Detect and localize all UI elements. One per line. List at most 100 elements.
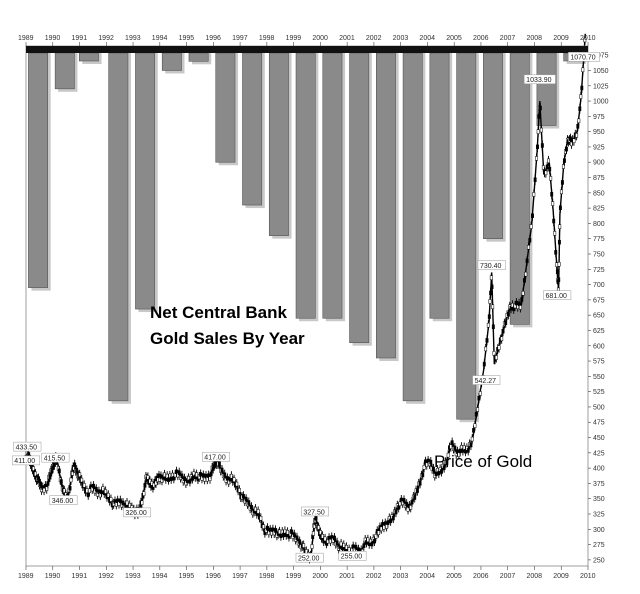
price-candle-body: [104, 489, 108, 494]
price-candle-body: [535, 156, 538, 161]
price-candle-body: [57, 468, 61, 474]
price-candle-body: [78, 472, 82, 477]
y-tick-label: 1000: [593, 99, 609, 106]
price-candle-body: [533, 177, 537, 182]
price-candle-body: [413, 495, 417, 500]
x-tick-label-top: 2003: [393, 35, 409, 42]
price-candle-body: [377, 530, 381, 535]
price-candle-body: [500, 336, 504, 342]
price-candle-body: [558, 205, 562, 210]
sales-bar: [188, 52, 209, 62]
y-tick-label: 950: [593, 129, 605, 136]
y-tick-label: 350: [593, 496, 605, 503]
y-tick-label: 825: [593, 206, 605, 213]
price-candle-body: [474, 412, 478, 417]
price-candle-body: [69, 477, 73, 483]
price-candle-body: [529, 224, 533, 229]
price-candle-body: [45, 486, 49, 491]
price-candle-body: [577, 118, 581, 124]
value-annotation: 415.50: [44, 455, 66, 462]
value-annotation-box: [301, 506, 329, 517]
x-tick-label-bottom: 2002: [366, 573, 382, 580]
x-tick-label-bottom: 1989: [18, 573, 34, 580]
y-tick-label: 575: [593, 359, 605, 366]
value-annotation: 730.40: [480, 263, 502, 270]
price-candle-body: [580, 85, 584, 91]
price-candle-body: [478, 391, 482, 396]
value-annotation-box: [123, 507, 152, 518]
x-tick-label-top: 1998: [259, 35, 275, 42]
value-annotation: 1070.70: [570, 55, 595, 62]
y-tick-label: 600: [593, 343, 605, 350]
x-tick-label-bottom: 1991: [72, 573, 88, 580]
y-tick-label: 275: [593, 542, 605, 549]
price-candle-body: [114, 502, 118, 507]
price-candle-body: [85, 488, 89, 493]
price-candle-body: [389, 518, 393, 524]
price-candle-body: [82, 483, 86, 488]
price-candle-body: [382, 525, 386, 530]
price-candle-body: [497, 345, 501, 350]
price-candle-body: [385, 524, 389, 529]
price-candle-body: [521, 291, 525, 296]
price-candle-body: [169, 476, 173, 482]
price-candle-body: [262, 524, 265, 529]
price-candle-body: [405, 501, 409, 507]
price-candle-body: [418, 481, 422, 486]
price-candle-body: [59, 479, 63, 484]
price-candle-body: [94, 487, 98, 492]
price-candle-body: [282, 532, 286, 538]
price-candle-body: [180, 473, 184, 479]
price-candle-body: [506, 312, 510, 317]
price-candle-body: [520, 297, 524, 302]
price-candle-body: [442, 465, 446, 470]
price-candle-body: [241, 494, 245, 499]
y-tick-label: 650: [593, 313, 605, 320]
price-candle-body: [366, 537, 370, 543]
price-candle-body: [256, 509, 260, 514]
x-tick-label-bottom: 1990: [45, 573, 61, 580]
price-candle-body: [449, 444, 453, 449]
price-candle-body: [446, 452, 450, 458]
price-candle-body: [279, 533, 283, 539]
value-annotation: 255.00: [341, 554, 363, 561]
price-candle-body: [558, 224, 562, 229]
price-candle-body: [510, 303, 514, 308]
price-candle-body: [490, 284, 494, 290]
price-candle-body: [373, 538, 377, 544]
price-candle-body: [374, 534, 378, 539]
price-candle-body: [217, 461, 221, 467]
price-candle-body: [188, 479, 192, 484]
y-tick-label: 1025: [593, 83, 609, 90]
y-tick-label: 925: [593, 144, 605, 151]
y-tick-label: 325: [593, 512, 605, 519]
price-candle-body: [469, 442, 473, 448]
y-tick-label: 975: [593, 114, 605, 121]
price-candle-body: [484, 346, 488, 352]
price-candle-body: [335, 540, 339, 545]
value-annotation-box: [472, 375, 501, 385]
price-candle-body: [488, 299, 492, 304]
price-candle-body: [425, 462, 429, 467]
price-candle-body: [437, 470, 441, 476]
price-candle-body: [540, 143, 544, 148]
value-annotation-box: [338, 551, 367, 561]
y-tick-label: 500: [593, 404, 605, 411]
price-candle-body: [562, 158, 566, 163]
price-candle-body: [259, 516, 263, 521]
price-candle-body: [314, 515, 318, 521]
x-tick-label-top: 1993: [125, 35, 141, 42]
price-candle-body: [229, 473, 233, 479]
x-tick-label-bottom: 2005: [446, 573, 462, 580]
price-candle-body: [191, 476, 195, 481]
price-candle-body: [421, 472, 425, 478]
price-candle-body: [379, 526, 383, 532]
price-candle-body: [485, 338, 489, 343]
value-annotation-box: [41, 452, 70, 463]
value-annotation-box: [12, 455, 40, 466]
x-tick-label-bottom: 2010: [580, 573, 596, 580]
sales-bar: [349, 52, 370, 344]
x-tick-label-bottom: 2000: [312, 573, 328, 580]
